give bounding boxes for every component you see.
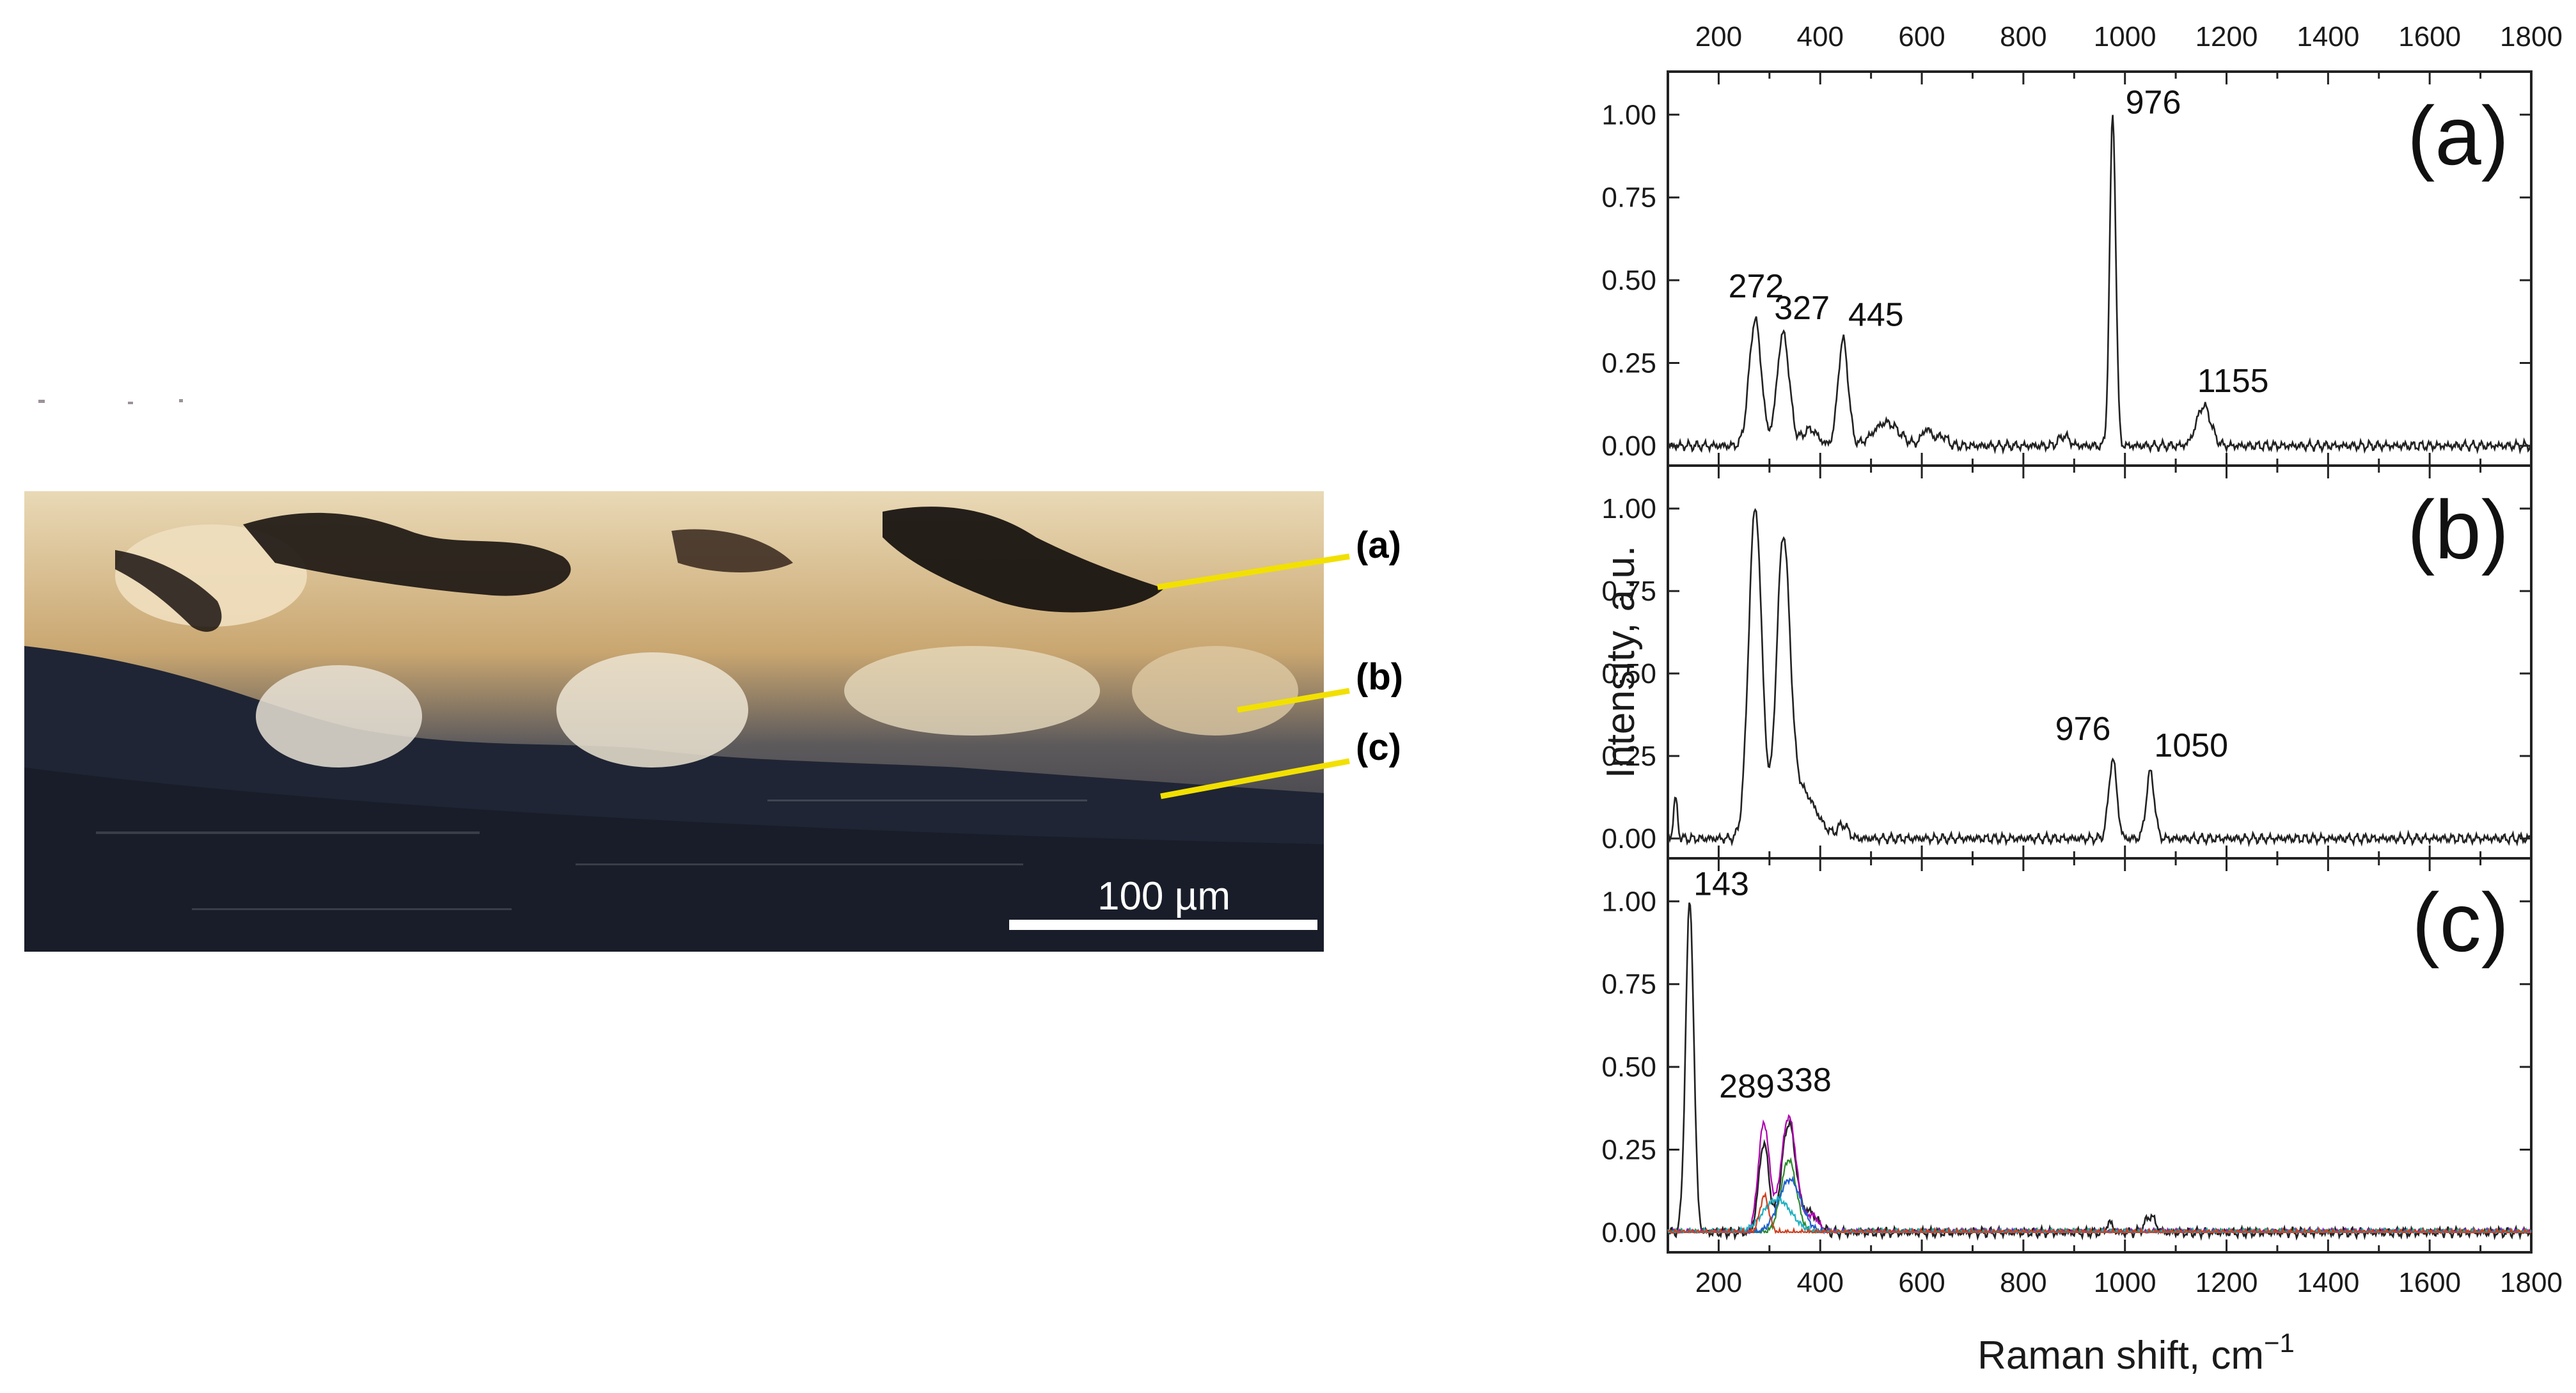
x-tick-label-top: 800: [2000, 21, 2046, 52]
x-tick-label-top: 200: [1695, 21, 1742, 52]
x-tick-label: 200: [1695, 1267, 1742, 1298]
peak-label: 338: [1776, 1062, 1832, 1099]
y-tick-label: 0.50: [1601, 658, 1656, 689]
panel-label: (b): [2407, 483, 2509, 576]
panel-label: (c): [2412, 876, 2509, 969]
callout-line-a: [1157, 553, 1350, 590]
callout-label-a: (a): [1356, 524, 1401, 566]
x-tick-label: 800: [2000, 1267, 2046, 1298]
x-tick-label: 400: [1797, 1267, 1844, 1298]
x-tick-label: 600: [1898, 1267, 1945, 1298]
peak-label: 327: [1774, 290, 1830, 327]
y-tick-label: 0.50: [1601, 265, 1656, 296]
peak-label: 1050: [2154, 727, 2228, 764]
x-tick-label: 1000: [2094, 1267, 2156, 1298]
spectrum-line: [1667, 1175, 2532, 1234]
peak-label: 289: [1719, 1068, 1775, 1105]
y-tick-label: 0.25: [1601, 741, 1656, 772]
y-tick-label: 0.75: [1601, 182, 1656, 214]
x-axis-title: Raman shift, cm−1: [1977, 1328, 2295, 1378]
peak-label: 976: [2055, 711, 2111, 748]
spectrum-line: [1667, 1191, 2532, 1234]
y-tick-label: 1.00: [1601, 886, 1656, 917]
callout-label-c: (c): [1356, 727, 1401, 768]
x-tick-label-top: 400: [1797, 21, 1844, 52]
y-tick-label: 0.75: [1601, 969, 1656, 1000]
panel-frame: [1667, 464, 2533, 860]
y-tick-label: 0.25: [1601, 1135, 1656, 1166]
spectrum-panel-a: [1667, 70, 2533, 467]
scale-bar: [1009, 920, 1317, 930]
spectrum-line: [1667, 1195, 2532, 1235]
y-axis-title: Intensity, a.u.: [1599, 546, 1643, 778]
x-tick-label-top: 1800: [2500, 21, 2563, 52]
x-tick-label-top: 1200: [2195, 21, 2258, 52]
scale-bar-label: 100 µm: [1097, 874, 1230, 918]
callout-line-b: [1237, 688, 1350, 713]
panel-label: (a): [2407, 89, 2509, 182]
peak-label: 445: [1848, 296, 1904, 333]
spectrum-line: [1667, 508, 2533, 847]
y-tick-label: 0.00: [1601, 430, 1656, 462]
callout-label-b: (b): [1356, 656, 1403, 698]
y-tick-label: 0.00: [1601, 823, 1656, 854]
peak-label: 272: [1729, 268, 1784, 305]
peak-label: 976: [2126, 84, 2181, 121]
y-tick-label: 0.75: [1601, 576, 1656, 607]
callout-line-c: [1160, 758, 1350, 799]
panel-frame: [1667, 70, 2533, 467]
panel-frame: [1667, 857, 2533, 1254]
x-tick-label: 1600: [2398, 1267, 2461, 1298]
spectrum-panel-b: [1667, 464, 2533, 860]
x-tick-label-top: 1000: [2094, 21, 2156, 52]
x-tick-label-top: 600: [1898, 21, 1945, 52]
x-tick-label-top: 1600: [2398, 21, 2461, 52]
peak-label: 1155: [2197, 363, 2269, 400]
x-tick-label: 1800: [2500, 1267, 2563, 1298]
y-tick-label: 0.50: [1601, 1051, 1656, 1083]
spectrum-line: [1667, 1114, 2532, 1234]
y-tick-label: 0.25: [1601, 348, 1656, 379]
y-tick-label: 1.00: [1601, 493, 1656, 524]
peak-label: 143: [1693, 865, 1749, 902]
spectrum-panel-c: [1667, 857, 2533, 1254]
x-tick-label: 1200: [2195, 1267, 2258, 1298]
micrograph: (a) (b) (c) 100 µm: [24, 399, 1403, 952]
y-tick-label: 1.00: [1601, 99, 1656, 130]
y-tick-label: 0.00: [1601, 1217, 1656, 1248]
x-tick-label-top: 1400: [2297, 21, 2359, 52]
x-tick-label: 1400: [2297, 1267, 2359, 1298]
spectrum-line: [1667, 114, 2532, 455]
